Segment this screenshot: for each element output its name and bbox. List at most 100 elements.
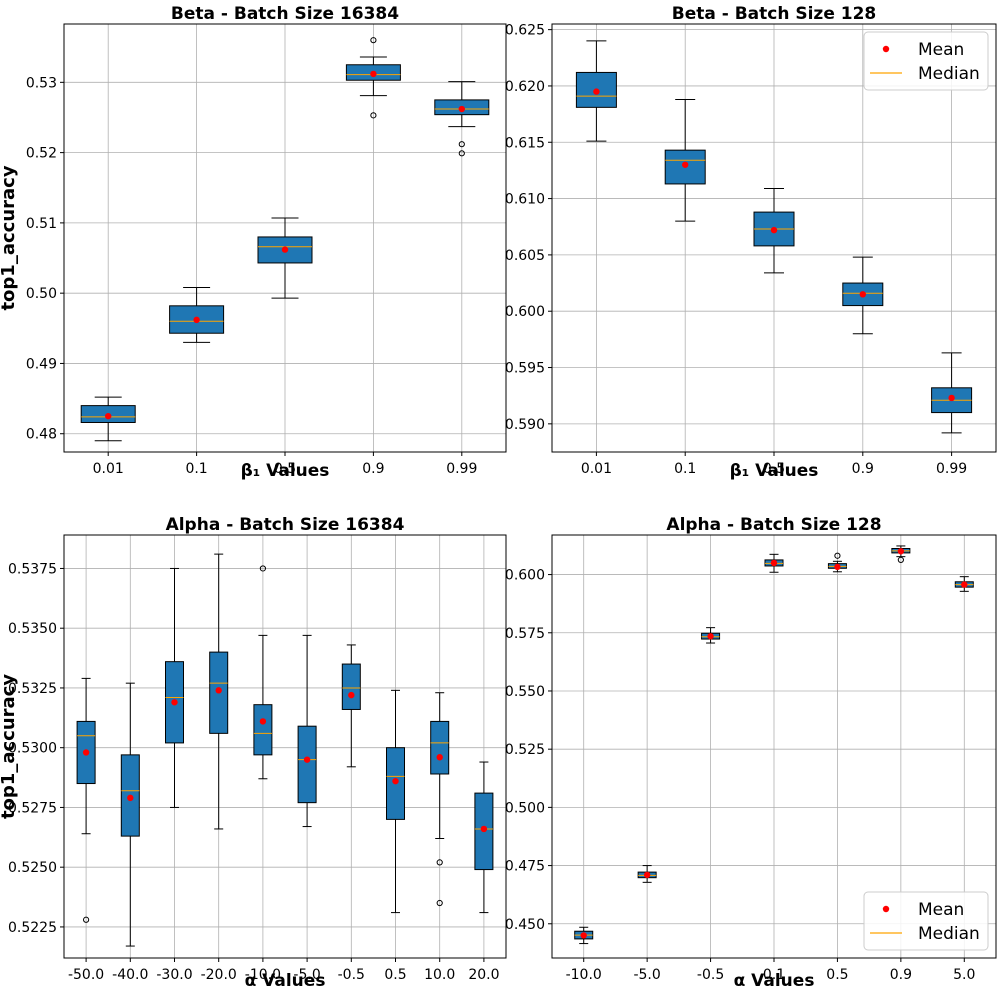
legend-mean-marker: [882, 905, 890, 913]
y-tick-label: 0.53: [26, 75, 57, 91]
y-tick-label: 0.450: [505, 917, 545, 933]
x-tick-label: -30.0: [156, 967, 192, 983]
y-tick-label: 0.5375: [8, 561, 57, 577]
mean-point: [127, 794, 134, 802]
y-tick-label: 0.49: [26, 356, 57, 372]
outlier-point: [897, 556, 904, 564]
legend: Mean Median: [863, 891, 989, 951]
panel-1: 0.48 0.49 0.50 0.51 0.52 0.53 0.01 0.1 0.5 0.9 0.9…: [0, 4, 507, 481]
x-tick-label: -50.0: [68, 967, 104, 983]
x-tick-label: 10.0: [424, 967, 455, 983]
box--20.0: [209, 553, 229, 830]
mean-point: [643, 871, 651, 879]
box-0.1: [664, 98, 706, 222]
box-20.0: [474, 761, 494, 914]
outlier-point: [370, 112, 377, 119]
box-0.1: [764, 553, 784, 573]
legend-box: [863, 31, 989, 91]
x-tick-label: -10.0: [566, 967, 602, 983]
box-0.9: [842, 256, 884, 335]
chart-title: Alpha - Batch Size 128: [666, 515, 881, 535]
mean-point: [392, 777, 399, 785]
legend-mean-label: Mean: [918, 900, 964, 920]
x-tick-label: -5.0: [293, 967, 320, 983]
mean-point: [770, 559, 778, 567]
mean-point: [961, 581, 968, 588]
x-tick-label: 0.1: [674, 461, 696, 477]
box-10.0: [430, 692, 450, 907]
y-tick-label: 0.615: [505, 135, 545, 151]
box-0.9: [345, 37, 401, 119]
x-tick-label: 0.9: [362, 461, 384, 477]
iqr-box: [253, 704, 273, 756]
x-tick-label: -0.5: [338, 967, 365, 983]
x-tick-label: -0.5: [697, 967, 724, 983]
mean-point: [281, 246, 289, 253]
y-tick-label: 0.625: [505, 23, 545, 39]
box-0.9: [891, 545, 911, 564]
y-tick-label: 0.50: [26, 286, 57, 302]
x-tick-label: 0.9: [852, 461, 874, 477]
legend-median-label: Median: [918, 924, 980, 944]
box--40.0: [120, 682, 140, 947]
x-tick-label: 0.01: [581, 461, 612, 477]
box-0.01: [80, 396, 136, 442]
panel-2: 0.590 0.595 0.600 0.605 0.610 0.615 0.620 0.625…: [505, 4, 997, 481]
chart-title: Beta - Batch Size 128: [672, 4, 877, 24]
panel-4: 0.450 0.475 0.500 0.525 0.550 0.575 0.600 -10.0…: [505, 515, 997, 991]
mean-point: [215, 687, 222, 694]
x-tick-label: 5.0: [953, 967, 975, 983]
legend-median-label: Median: [918, 64, 980, 84]
box--50.0: [76, 677, 96, 923]
y-tick-label: 0.5275: [8, 800, 57, 816]
legend-mean-marker: [882, 45, 890, 53]
chart-title: Alpha - Batch Size 16384: [166, 515, 405, 535]
outlier-point: [458, 141, 465, 148]
mean-point: [436, 754, 443, 761]
y-tick-label: 0.5225: [8, 920, 57, 936]
x-tick-label: -40.0: [112, 967, 148, 983]
outlier-point: [436, 899, 443, 907]
legend: Mean Median: [863, 31, 989, 91]
y-tick-label: 0.600: [505, 568, 545, 584]
outlier-point: [436, 859, 443, 866]
y-tick-label: 0.525: [505, 742, 545, 758]
box-0.5: [827, 552, 847, 573]
x-tick-label: 0.99: [936, 461, 967, 477]
chart-title: Beta - Batch Size 16384: [171, 4, 399, 24]
mean-point: [171, 699, 178, 706]
outlier-point: [834, 552, 841, 559]
box--5.0: [637, 865, 657, 883]
mean-point: [859, 291, 866, 298]
y-tick-label: 0.575: [505, 626, 545, 642]
outlier-point: [370, 37, 377, 44]
y-tick-label: 0.5300: [8, 741, 57, 757]
y-tick-label: 0.600: [505, 304, 545, 320]
mean-point: [370, 70, 377, 78]
mean-point: [682, 161, 689, 168]
x-axis-label: α Values: [734, 971, 815, 991]
box--0.5: [341, 644, 361, 768]
axes-frame: [63, 534, 507, 959]
y-tick-label: 0.590: [505, 417, 545, 433]
x-axis-label: β₁ Values: [730, 461, 819, 481]
box--30.0: [165, 567, 184, 808]
outlier-point: [458, 150, 465, 157]
iqr-box: [430, 720, 450, 775]
y-tick-label: 0.605: [505, 248, 545, 264]
box-0.5: [753, 187, 795, 274]
y-tick-label: 0.51: [26, 216, 57, 232]
box-0.1: [169, 287, 225, 343]
y-tick-label: 0.48: [26, 427, 57, 443]
mean-point: [707, 633, 714, 640]
y-axis-label: top1_accuracy: [0, 165, 19, 310]
mean-point: [105, 412, 112, 420]
x-axis-label: α Values: [245, 971, 326, 991]
x-tick-label: -20.0: [201, 967, 237, 983]
y-tick-label: 0.5250: [8, 860, 57, 876]
y-tick-label: 0.5350: [8, 621, 57, 637]
box-0.99: [931, 352, 973, 434]
legend-mean-label: Mean: [918, 40, 964, 60]
